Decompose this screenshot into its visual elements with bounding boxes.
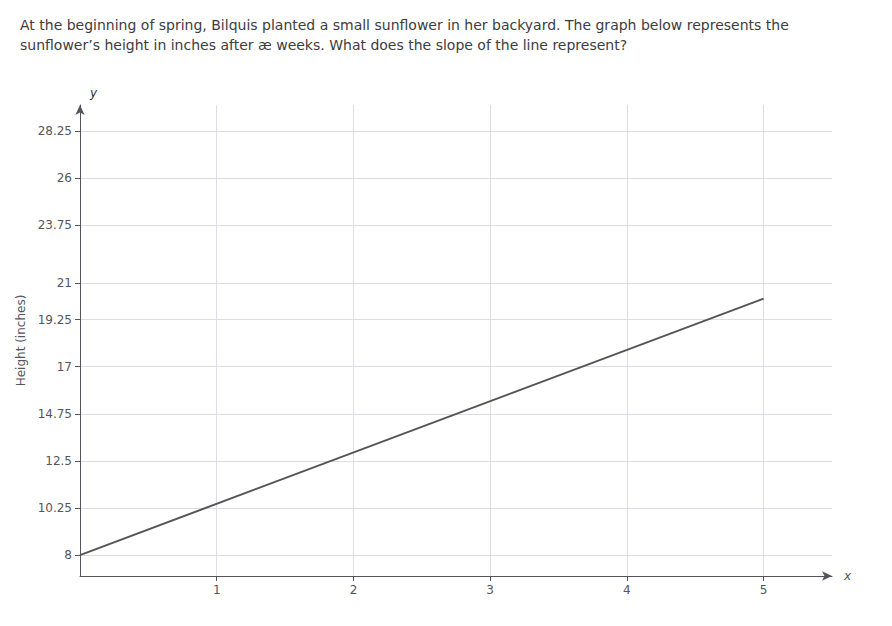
svg-text:28.25: 28.25 <box>38 124 72 138</box>
svg-text:8: 8 <box>64 548 72 562</box>
svg-text:1: 1 <box>213 583 221 597</box>
svg-text:4: 4 <box>623 583 631 597</box>
svg-text:23.75: 23.75 <box>38 218 72 232</box>
svg-text:17: 17 <box>57 360 72 374</box>
svg-text:y: y <box>89 86 98 100</box>
svg-text:19.25: 19.25 <box>38 313 72 327</box>
svg-text:Height (inches): Height (inches) <box>14 295 28 387</box>
svg-text:21: 21 <box>57 276 72 290</box>
svg-text:2: 2 <box>350 583 358 597</box>
svg-text:At the beginning of spring, Bi: At the beginning of spring, Bilquis plan… <box>20 17 793 33</box>
svg-text:14.75: 14.75 <box>38 407 72 421</box>
svg-text:x: x <box>843 569 852 583</box>
svg-text:10.25: 10.25 <box>38 501 72 515</box>
svg-text:3: 3 <box>486 583 494 597</box>
svg-text:26: 26 <box>57 171 72 185</box>
svg-text:5: 5 <box>760 583 768 597</box>
svg-text:12.5: 12.5 <box>45 454 72 468</box>
svg-text:sunflower’s height in inches a: sunflower’s height in inches after æ wee… <box>20 37 627 53</box>
